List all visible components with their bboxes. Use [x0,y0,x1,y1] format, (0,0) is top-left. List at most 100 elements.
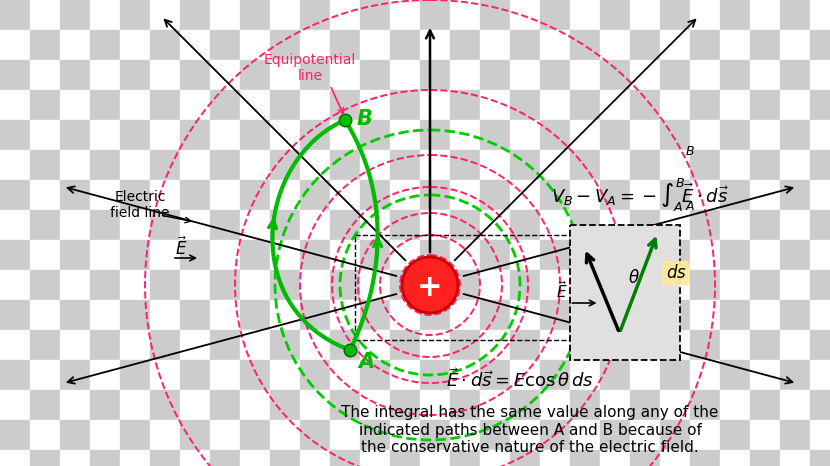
Bar [780,330,810,360]
Bar [300,300,330,330]
Bar [510,180,540,210]
Bar [720,180,750,210]
Bar [570,0,600,30]
Bar [60,90,90,120]
Bar [180,90,210,120]
Bar [540,0,570,30]
Bar [720,90,750,120]
Bar [570,390,600,420]
Bar [570,60,600,90]
Bar [480,420,510,450]
Text: $\theta$: $\theta$ [627,269,639,287]
Bar [660,150,690,180]
Bar [300,330,330,360]
Bar [30,120,60,150]
Bar [120,30,150,60]
Bar [360,60,390,90]
Bar [450,450,480,466]
Bar [240,30,270,60]
Bar [0,150,30,180]
Bar [540,420,570,450]
Bar [150,90,180,120]
Bar [690,330,720,360]
Bar [360,180,390,210]
Bar [750,90,780,120]
Bar [210,420,240,450]
Bar [330,30,360,60]
Bar [810,270,830,300]
Bar [600,390,630,420]
Bar [450,210,480,240]
Bar [630,30,660,60]
Bar [780,360,810,390]
Bar [690,180,720,210]
Bar [150,390,180,420]
Bar [630,120,660,150]
Bar [270,150,300,180]
Bar [810,180,830,210]
Bar [630,330,660,360]
Text: $ds$: $ds$ [666,264,686,282]
Bar [420,180,450,210]
Bar [630,240,660,270]
Bar [540,150,570,180]
Bar [660,0,690,30]
Bar [240,450,270,466]
Bar [360,300,390,330]
Bar [210,330,240,360]
Bar [690,420,720,450]
Bar [330,270,360,300]
Bar [480,0,510,30]
Bar [750,330,780,360]
Bar [810,30,830,60]
Bar [810,210,830,240]
Bar [120,450,150,466]
Bar [420,150,450,180]
Bar [480,180,510,210]
Bar [90,450,120,466]
Text: $V_B - V_A = -\int_A^B \!\vec{E}\cdot d\vec{s}$: $V_B - V_A = -\int_A^B \!\vec{E}\cdot d\… [551,177,730,213]
Bar [240,300,270,330]
Bar [630,360,660,390]
Bar [780,300,810,330]
Bar [180,0,210,30]
Bar [150,330,180,360]
Text: B: B [357,109,373,129]
Bar [90,270,120,300]
Bar [390,150,420,180]
Bar [180,180,210,210]
Bar [540,120,570,150]
Bar [720,150,750,180]
Bar [360,210,390,240]
Bar [150,30,180,60]
Bar [60,390,90,420]
Bar [210,360,240,390]
Bar [330,60,360,90]
Bar [180,270,210,300]
Bar [360,450,390,466]
Bar [570,360,600,390]
Circle shape [402,257,458,313]
Bar [780,270,810,300]
Bar [240,390,270,420]
Bar [180,60,210,90]
Bar [480,390,510,420]
Bar [600,240,630,270]
Bar [810,420,830,450]
Bar [30,390,60,420]
Bar [570,180,600,210]
Bar [60,180,90,210]
Bar [600,450,630,466]
Bar [450,120,480,150]
Bar [450,30,480,60]
Bar [60,150,90,180]
Bar [390,270,420,300]
Bar [120,120,150,150]
Bar [150,120,180,150]
Bar [30,60,60,90]
Bar [570,240,600,270]
Bar [780,0,810,30]
Bar [540,360,570,390]
Bar [750,270,780,300]
Bar [540,330,570,360]
